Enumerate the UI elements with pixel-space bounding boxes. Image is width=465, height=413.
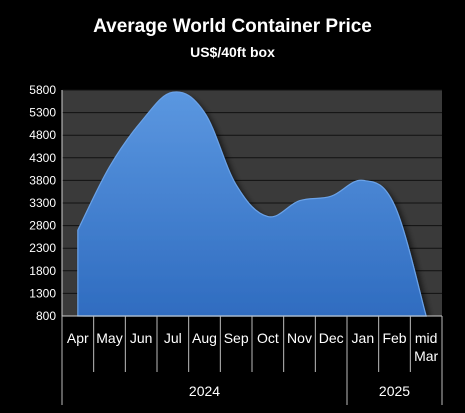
y-tick-label: 5300 [29,106,56,120]
x-tick-label: Aug [192,330,217,346]
year-label-2024: 2024 [189,383,220,399]
y-tick-label: 800 [36,309,56,323]
area-series [77,91,427,317]
x-tick-label: May [96,330,122,346]
chart-subtitle: US$/40ft box [190,44,275,60]
x-tick-label: Oct [257,330,279,346]
y-tick-label: 1300 [29,286,56,300]
y-tick-label: 3800 [29,173,56,187]
x-tick-label: Feb [382,330,406,346]
x-tick-label: Jul [164,330,182,346]
x-tick-label: Sep [224,330,249,346]
y-tick-label: 4300 [29,151,56,165]
chart-title: Average World Container Price [93,16,372,37]
y-tick-label: 4800 [29,128,56,142]
x-tick-label: Apr [67,330,89,346]
x-tick-label: Jan [352,330,375,346]
x-tick-label: Mar [414,348,438,364]
x-tick-label: Dec [319,330,344,346]
y-tick-label: 5800 [29,83,56,97]
x-tick-label: Jun [130,330,153,346]
y-tick-label: 3300 [29,196,56,210]
x-tick-label: mid [415,330,438,346]
x-tick-label: Nov [287,330,312,346]
y-tick-label: 1800 [29,264,56,278]
y-tick-label: 2300 [29,241,56,255]
y-tick-label: 2800 [29,219,56,233]
year-label-2025: 2025 [379,383,410,399]
